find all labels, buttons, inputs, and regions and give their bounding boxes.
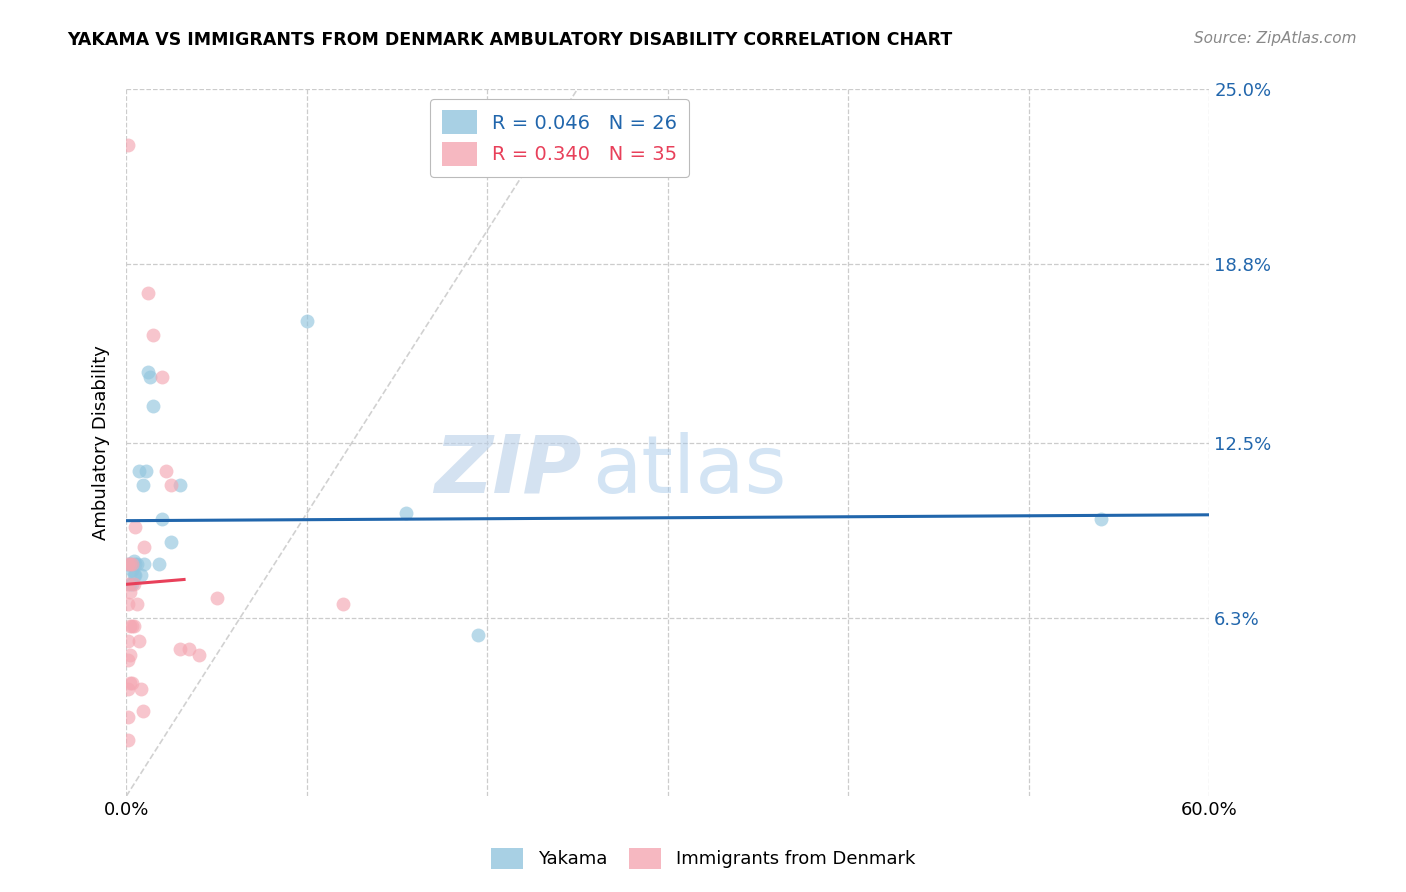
Point xyxy=(122,619,145,633)
Point xyxy=(122,568,145,582)
Point xyxy=(187,648,209,662)
Point xyxy=(152,370,174,384)
Point xyxy=(118,557,141,571)
Point xyxy=(160,478,183,492)
Point xyxy=(121,619,143,633)
Point xyxy=(131,704,153,718)
Point xyxy=(131,478,153,492)
Point xyxy=(117,577,139,591)
Text: atlas: atlas xyxy=(592,432,786,510)
Point xyxy=(118,619,141,633)
Point xyxy=(136,365,159,379)
Point xyxy=(124,568,146,582)
Point xyxy=(295,314,318,328)
Point xyxy=(118,577,141,591)
Text: YAKAMA VS IMMIGRANTS FROM DENMARK AMBULATORY DISABILITY CORRELATION CHART: YAKAMA VS IMMIGRANTS FROM DENMARK AMBULA… xyxy=(67,31,953,49)
Point xyxy=(134,557,156,571)
Point xyxy=(127,557,149,571)
Point xyxy=(142,399,165,413)
Point xyxy=(136,285,159,300)
Point xyxy=(467,628,489,642)
Point xyxy=(118,648,141,662)
Point xyxy=(118,585,141,599)
Point xyxy=(169,642,191,657)
Point xyxy=(121,557,143,571)
Point xyxy=(124,557,146,571)
Text: ZIP: ZIP xyxy=(434,432,581,510)
Point xyxy=(118,676,141,690)
Point xyxy=(122,554,145,568)
Point xyxy=(117,557,139,571)
Point xyxy=(127,597,149,611)
Point xyxy=(160,534,183,549)
Point xyxy=(134,540,156,554)
Point xyxy=(152,512,174,526)
Point xyxy=(179,642,201,657)
Point xyxy=(332,597,354,611)
Point xyxy=(122,577,145,591)
Legend: Yakama, Immigrants from Denmark: Yakama, Immigrants from Denmark xyxy=(484,840,922,876)
Point xyxy=(155,464,177,478)
Point xyxy=(121,676,143,690)
Point xyxy=(117,732,139,747)
Point xyxy=(117,633,139,648)
Text: Source: ZipAtlas.com: Source: ZipAtlas.com xyxy=(1194,31,1357,46)
Point xyxy=(148,557,170,571)
Point xyxy=(135,464,157,478)
Point xyxy=(129,568,152,582)
Point xyxy=(169,478,191,492)
Point xyxy=(1090,512,1112,526)
Point xyxy=(139,370,162,384)
Legend: R = 0.046   N = 26, R = 0.340   N = 35: R = 0.046 N = 26, R = 0.340 N = 35 xyxy=(430,99,689,178)
Point xyxy=(121,577,143,591)
Point xyxy=(205,591,228,606)
Point xyxy=(128,464,150,478)
Point xyxy=(117,597,139,611)
Point xyxy=(142,328,165,343)
Point xyxy=(121,563,143,577)
Point xyxy=(129,681,152,696)
Point xyxy=(117,681,139,696)
Y-axis label: Ambulatory Disability: Ambulatory Disability xyxy=(93,345,110,540)
Point xyxy=(118,557,141,571)
Point xyxy=(117,557,139,571)
Point xyxy=(124,520,146,534)
Point xyxy=(395,506,418,520)
Point xyxy=(128,633,150,648)
Point xyxy=(117,138,139,153)
Point xyxy=(117,710,139,724)
Point xyxy=(117,653,139,667)
